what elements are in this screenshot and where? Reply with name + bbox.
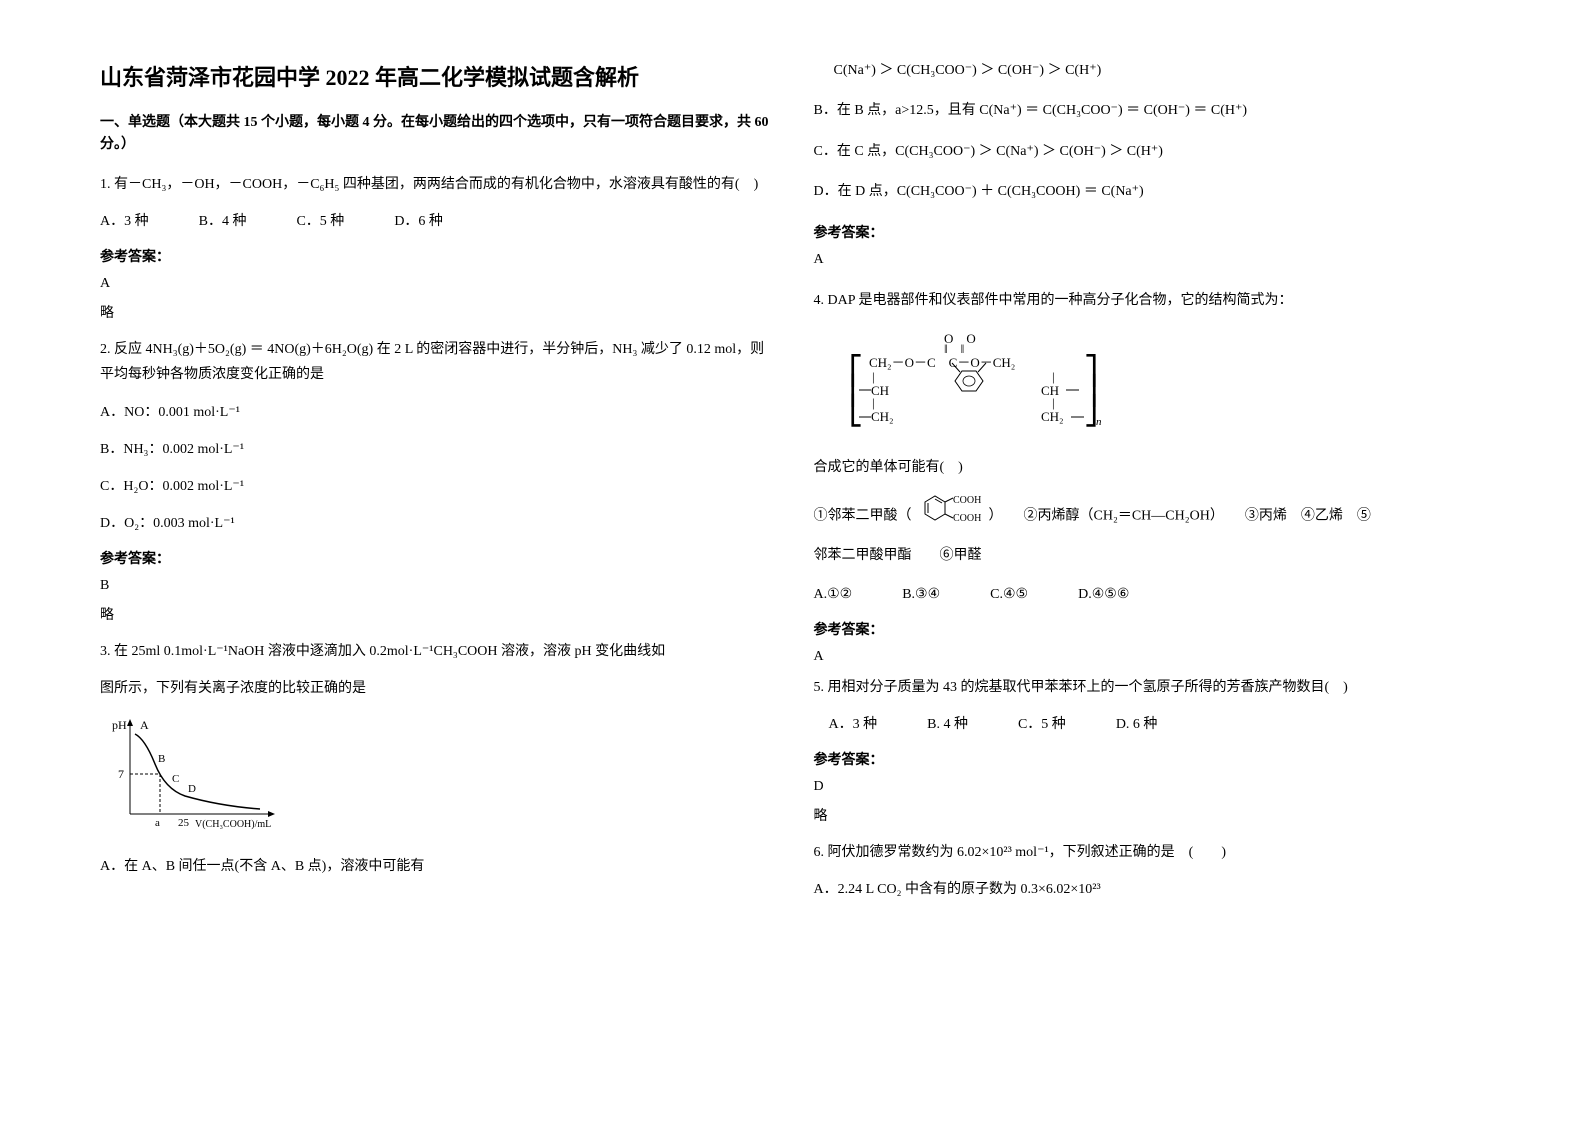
q4-opt-line2: 邻苯二甲酸甲酯 ⑥甲醛 [814,548,982,563]
svg-text:n: n [1096,416,1102,428]
q5-opt-b: B. 4 种 [927,712,968,737]
section-header: 一、单选题（本大题共 15 个小题，每小题 4 分。在每小题给出的四个选项中，只… [100,112,774,157]
svg-text:|: | [1052,395,1055,410]
svg-text:COOH: COOH [953,495,981,506]
q2-opt-a: A．NO：0.001 mol·L⁻¹ [100,400,774,425]
graph-xtick-25: 25 [178,817,190,829]
q1-options: A．3 种 B．4 种 C．5 种 D．6 种 [100,209,774,234]
q1-ans-label: 参考答案： [100,246,774,266]
q4-d: D.④⑤⑥ [1078,582,1129,607]
q4-ans-label: 参考答案： [814,619,1488,639]
left-column: 山东省菏泽市花园中学 2022 年高二化学模拟试题含解析 一、单选题（本大题共 … [80,60,794,1062]
q1-opt-c: C．5 种 [296,209,344,234]
q3-opt-b: B．在 B 点，a>12.5，且有 C(Na⁺) ＝ C(CH₃COO⁻) ＝ … [814,100,1488,122]
svg-text:|: | [1052,369,1055,384]
q4-ans: A [814,649,1488,665]
q4-c: C.④⑤ [990,582,1028,607]
dap-structure: ⎡ ⎢ ⎣ ⎤ ⎥ ⎦ n O O ‖ ‖ CH₂－O－C C－O－CH₂ | … [844,325,1488,440]
q3-opt-c: C．在 C 点，C(CH₃COO⁻) ＞ C(Na⁺) ＞ C(OH⁻) ＞ C… [814,141,1488,163]
q3-ans: A [814,252,1488,268]
q3-opt-d: D．在 D 点，C(CH₃COO⁻) ＋ C(CH₃COOH) ＝ C(Na⁺) [814,181,1488,203]
q1-ans: A [100,276,774,292]
q5-opt-a: A．3 种 [829,712,878,737]
svg-text:|: | [872,369,875,384]
q4-opt1b: ） ②丙烯醇（CH₂＝CH—CH₂OH） ③丙烯 ④乙烯 ⑤ [989,509,1371,524]
q4-text: 4. DAP 是电器部件和仪表部件中常用的一种高分子化合物，它的结构简式为： [814,288,1488,313]
graph-point-a: A [140,718,149,732]
svg-text:CH₂－O－C C－O－CH₂: CH₂－O－C C－O－CH₂ [869,355,1015,370]
q5-opt-d: D. 6 种 [1116,712,1158,737]
svg-text:COOH: COOH [953,513,981,524]
graph-xlabel: V(CH₃COOH)/mL [195,819,271,830]
q5-omit: 略 [814,805,1488,825]
graph-point-b: B [158,753,165,765]
q4-a: A.①② [814,582,853,607]
q6-text: 6. 阿伏加德罗常数约为 6.02×10²³ mol⁻¹，下列叙述正确的是 ( … [814,840,1488,865]
q3-opt-a: A．在 A、B 间任一点(不含 A、B 点)，溶液中可能有 [100,854,774,879]
svg-text:CH₂: CH₂ [1041,409,1064,424]
graph-point-d: D [188,783,196,795]
page-title: 山东省菏泽市花园中学 2022 年高二化学模拟试题含解析 [100,60,774,92]
svg-text:|: | [872,395,875,410]
q5-options: A．3 种 B. 4 种 C．5 种 D. 6 种 [814,712,1488,737]
ph-curve-graph: pH A 7 B C D a 25 V(CH₃COOH)/mL [110,714,774,839]
graph-xtick-a: a [155,817,160,829]
svg-text:CH: CH [1041,383,1059,398]
q2-ans-label: 参考答案： [100,548,774,568]
q2-ans: B [100,578,774,594]
q2-omit: 略 [100,604,774,624]
q5-ans-label: 参考答案： [814,749,1488,769]
q3-text-p2: 图所示，下列有关离子浓度的比较正确的是 [100,676,774,701]
q6-opt-a: A．2.24 L CO₂ 中含有的原子数为 0.3×6.02×10²³ [814,877,1488,902]
q2-opt-d: D．O₂：0.003 mol·L⁻¹ [100,511,774,536]
q5-text: 5. 用相对分子质量为 43 的烷基取代甲苯苯环上的一个氢原子所得的芳香族产物数… [814,675,1488,700]
q1-opt-a: A．3 种 [100,209,149,234]
svg-text:‖ ‖: ‖ ‖ [944,341,964,356]
svg-text:⎣: ⎣ [849,393,863,427]
q5-ans: D [814,779,1488,795]
q2-opt-b: B．NH₃：0.002 mol·L⁻¹ [100,437,774,462]
graph-y7: 7 [118,767,124,781]
q4-opt1a: ①邻苯二甲酸（ [814,509,912,524]
q2-opt-c: C．H₂O：0.002 mol·L⁻¹ [100,474,774,499]
q3-opt-a2: C(Na⁺) ＞ C(CH₃COO⁻) ＞ C(OH⁻) ＞ C(H⁺) [814,60,1488,82]
q4-b: B.③④ [902,582,940,607]
q5-opt-c: C．5 种 [1018,712,1066,737]
q2-text: 2. 反应 4NH₃(g)＋5O₂(g) ＝ 4NO(g)＋6H₂O(g) 在 … [100,337,774,387]
q1-text: 1. 有－CH₃，－OH，－COOH，－C₆H₅ 四种基团，两两结合而成的有机化… [100,172,774,197]
q1-opt-b: B．4 种 [199,209,247,234]
q4-monomer-options: ①邻苯二甲酸（ COOH COOH ） ②丙烯醇（CH₂＝CH—CH₂OH） ③… [814,492,1488,572]
svg-text:CH₂: CH₂ [871,409,894,424]
graph-ylabel: pH [112,718,127,732]
q4-abcd: A.①② B.③④ C.④⑤ D.④⑤⑥ [814,582,1488,607]
q1-omit: 略 [100,302,774,322]
graph-point-c: C [172,773,179,785]
q3-ans-label: 参考答案： [814,222,1488,242]
phthalic-acid-struct: COOH COOH [915,492,985,541]
q4-text2: 合成它的单体可能有( ) [814,455,1488,480]
q1-opt-d: D．6 种 [394,209,443,234]
q3-text-p1: 3. 在 25ml 0.1mol·L⁻¹NaOH 溶液中逐滴加入 0.2mol·… [100,639,774,664]
right-column: C(Na⁺) ＞ C(CH₃COO⁻) ＞ C(OH⁻) ＞ C(H⁺) B．在… [794,60,1508,1062]
